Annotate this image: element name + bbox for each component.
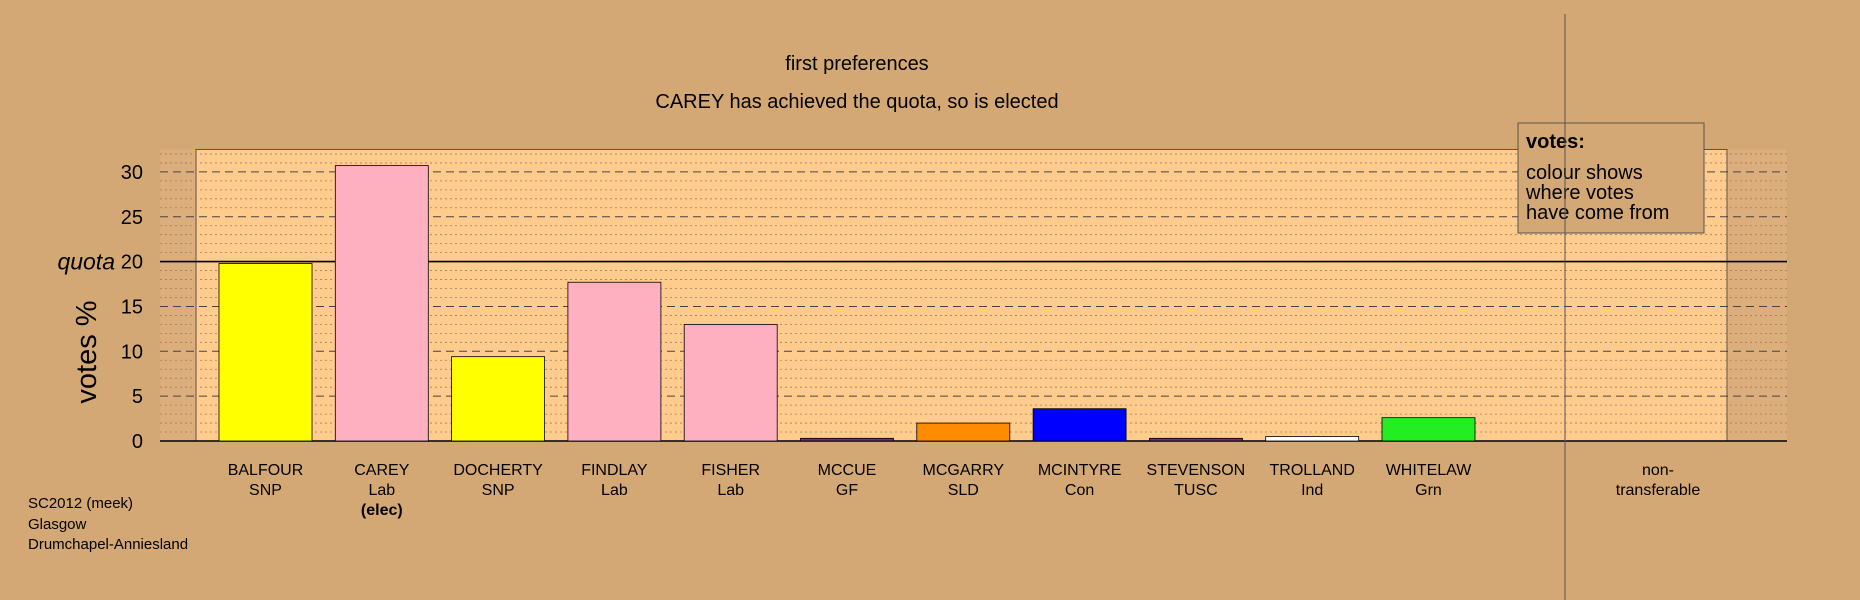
y-tick-label: 5 (132, 386, 143, 408)
x-tick-label-party: Ind (1301, 482, 1323, 499)
y-tick-label: 15 (121, 296, 143, 318)
x-tick-label-party: SNP (482, 482, 515, 499)
x-tick-label-party: Lab (601, 482, 628, 499)
bar-mcgarry (916, 422, 1011, 442)
footer-line: SC2012 (meek) (28, 495, 133, 512)
x-tick-label-name: MCCUE (818, 462, 877, 479)
footer: SC2012 (meek) Glasgow Drumchapel-Anniesl… (28, 495, 188, 553)
footer-line: Glasgow (28, 516, 87, 533)
nontransferable-label: non- (1642, 462, 1674, 479)
y-tick-label: 10 (121, 341, 143, 363)
x-tick-label-name: FINDLAY (581, 462, 648, 479)
legend-title: votes: (1526, 131, 1585, 153)
x-tick-label-party: TUSC (1174, 482, 1218, 499)
x-tick-label-party: Lab (717, 482, 744, 499)
bars (218, 165, 1476, 442)
y-axis: 0 5 10 15 20 25 30 quota (57, 162, 143, 453)
x-tick-label-name: DOCHERTY (453, 462, 543, 479)
bar-stevenson (1149, 437, 1243, 442)
y-tick-label: 0 (132, 431, 143, 453)
x-tick-label-party: SLD (948, 482, 979, 499)
y-tick-label: 20 (121, 252, 143, 274)
y-tick-label: 30 (121, 162, 143, 184)
x-tick-label-name: MCGARRY (923, 462, 1005, 479)
bar-whitelaw (1381, 417, 1476, 442)
legend-line: colour shows (1526, 162, 1643, 184)
x-tick-label-name: WHITELAW (1386, 462, 1473, 479)
x-tick-label-name: MCINTYRE (1038, 462, 1122, 479)
x-tick-label-party: GF (836, 482, 858, 499)
x-tick-label-name: FISHER (701, 462, 760, 479)
y-axis-label: votes % (71, 300, 103, 403)
bar-mccue (800, 437, 894, 442)
x-tick-label-party: SNP (249, 482, 282, 499)
quota-label: quota (57, 249, 115, 275)
grid (160, 153, 1787, 442)
nontransferable-label: transferable (1616, 482, 1701, 499)
plot-background (160, 148, 1787, 442)
x-tick-label-name: STEVENSON (1147, 462, 1246, 479)
x-tick-label-party: Con (1065, 482, 1094, 499)
chart-subtitle: CAREY has achieved the quota, so is elec… (655, 91, 1058, 113)
bar-mcintyre (1032, 408, 1127, 442)
chart-title: first preferences (785, 53, 928, 75)
footer-line: Drumchapel-Anniesland (28, 536, 188, 553)
bar-balfour (218, 262, 313, 442)
x-tick-label-party: Grn (1415, 482, 1442, 499)
x-axis-labels: BALFOUR SNP CAREY Lab (elec) DOCHERTY SNP FINDL… (228, 462, 1473, 519)
legend-line: where votes (1525, 182, 1634, 204)
bar-trolland (1265, 436, 1360, 442)
x-tick-label-party: Lab (368, 482, 395, 499)
plot-area (195, 148, 1728, 442)
bar-docherty (451, 356, 546, 442)
legend: votes: colour shows where votes have com… (1517, 122, 1705, 234)
y-tick-label: 25 (121, 207, 143, 229)
x-tick-label-name: TROLLAND (1270, 462, 1355, 479)
x-tick-label-name: CAREY (354, 462, 409, 479)
bar-fisher (683, 323, 778, 442)
x-tick-label-note: (elec) (361, 502, 403, 519)
legend-line: have come from (1526, 202, 1669, 224)
bar-carey (334, 165, 429, 442)
bar-findlay (567, 281, 662, 442)
x-tick-label-name: BALFOUR (228, 462, 304, 479)
